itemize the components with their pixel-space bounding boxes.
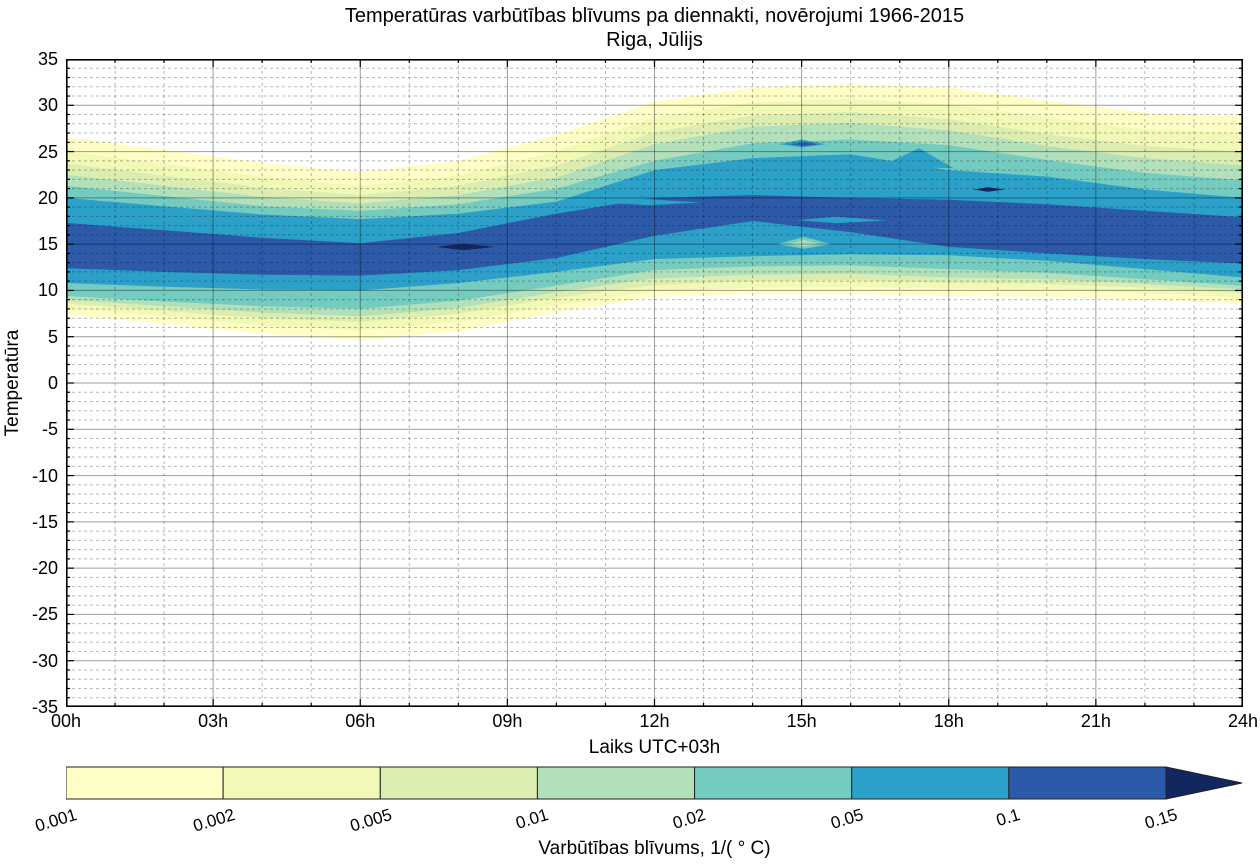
- contour-plot-area: [66, 59, 1243, 707]
- y-tick-label: -25: [31, 604, 58, 625]
- colorbar-tick-label: 0.1: [994, 805, 1023, 831]
- cyan-spike-1730: [880, 148, 954, 169]
- colorbar-tick-label: 0.001: [33, 805, 80, 836]
- colorbar-tick-label: 0.005: [347, 805, 394, 836]
- colorbar-arrow: [1165, 766, 1243, 800]
- colorbar-segment: [851, 766, 1010, 800]
- y-tick-label: -5: [41, 419, 58, 440]
- colorbar-tick-label: 0.05: [828, 805, 866, 833]
- y-tick-label: 35: [37, 49, 58, 69]
- colorbar-segment: [222, 766, 381, 800]
- y-tick-label: -35: [31, 697, 58, 717]
- y-tick-label: 10: [37, 280, 58, 301]
- colorbar-segment: [536, 766, 696, 800]
- colorbar-tick-label: 0.002: [190, 805, 237, 836]
- green-dip-core-15h: [789, 240, 819, 247]
- y-tick-label: 0: [47, 373, 58, 393]
- y-tick-label: 15: [37, 234, 58, 255]
- y-tick-label: -10: [31, 465, 58, 486]
- x-tick-label: 06h: [345, 711, 376, 731]
- colorbar-segment: [1008, 766, 1167, 800]
- y-tick-label: -15: [31, 511, 58, 532]
- density-max-dot-19h: [973, 187, 1006, 192]
- contour-band-0.1: [66, 195, 1243, 276]
- y-tick-label: 30: [37, 95, 58, 116]
- x-tick-label: 15h: [786, 711, 817, 731]
- chart-subtitle: Riga, Jūlijs: [606, 29, 703, 51]
- colorbar-label: Varbūtības blīvums, 1/( ° C): [538, 838, 771, 859]
- y-tick-label: 25: [37, 141, 58, 162]
- colorbar-segment: [66, 766, 224, 800]
- colorbar: [66, 766, 1243, 800]
- cyan-wedge-12h: [598, 199, 702, 206]
- y-tick-label: -20: [31, 558, 58, 579]
- colorbar-tick-label: 0.01: [513, 805, 551, 833]
- colorbar-segment: [379, 766, 538, 800]
- x-axis-label: Laiks UTC+03h: [588, 737, 721, 758]
- royal-dash-15h: [789, 142, 819, 146]
- plot-frame: [66, 59, 1243, 707]
- x-tick-label: 24h: [1227, 711, 1259, 731]
- density-max-blob-08h: [436, 243, 496, 251]
- colorbar-tick-label: 0.15: [1142, 805, 1180, 833]
- x-tick-label: 00h: [50, 711, 82, 731]
- y-tick-label: 20: [37, 187, 58, 208]
- y-tick-label: 5: [47, 326, 58, 347]
- cyan-lens-16h: [796, 216, 888, 224]
- x-tick-label: 21h: [1080, 711, 1111, 731]
- x-tick-label: 18h: [933, 711, 964, 731]
- x-tick-label: 12h: [639, 711, 670, 731]
- x-tick-label: 09h: [492, 711, 523, 731]
- colorbar-tick-label: 0.02: [670, 805, 709, 833]
- y-tick-label: -30: [31, 650, 58, 671]
- x-tick-label: 03h: [198, 711, 229, 731]
- chart-title: Temperatūras varbūtības blīvums pa dienn…: [344, 5, 965, 27]
- colorbar-segment: [694, 766, 853, 800]
